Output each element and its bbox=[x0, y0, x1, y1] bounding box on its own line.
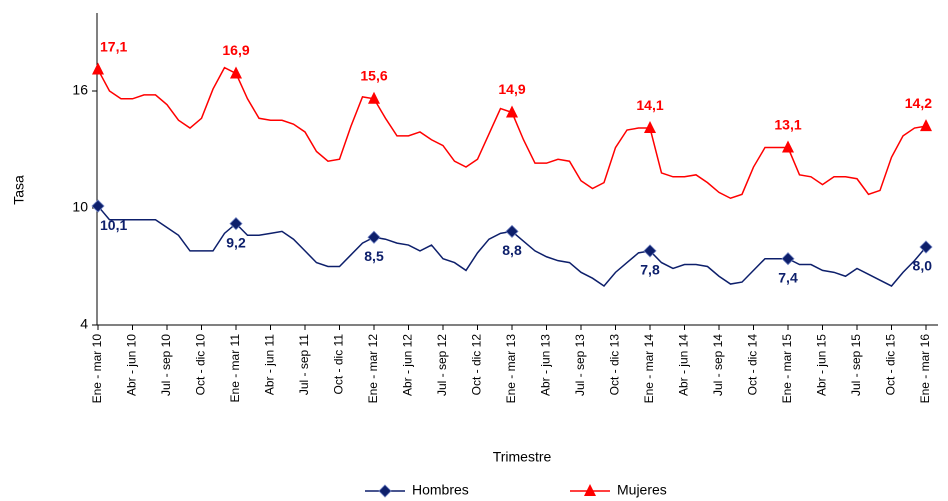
marker bbox=[584, 484, 596, 496]
marker bbox=[378, 484, 392, 498]
x-tick-label: Ene - mar 14 bbox=[642, 334, 656, 404]
marker bbox=[229, 217, 243, 231]
x-tick-label: Abr - jun 15 bbox=[815, 334, 829, 396]
x-tick-label: Oct - dic 12 bbox=[470, 334, 484, 396]
x-tick-label: Abr - jun 14 bbox=[677, 334, 691, 396]
y-tick-label: 10 bbox=[72, 199, 88, 215]
y-tick-label: 4 bbox=[80, 316, 88, 332]
data-label: 7,4 bbox=[778, 269, 798, 285]
x-tick-label: Ene - mar 10 bbox=[90, 334, 104, 404]
x-tick-label: Jul - sep 13 bbox=[573, 334, 587, 396]
data-label: 16,9 bbox=[222, 42, 249, 58]
x-tick-label: Oct - dic 10 bbox=[194, 334, 208, 396]
legend-label: Mujeres bbox=[617, 482, 667, 498]
x-tick-label: Oct - dic 13 bbox=[608, 334, 622, 396]
marker bbox=[91, 199, 105, 213]
x-tick-label: Abr - jun 12 bbox=[401, 334, 415, 396]
marker bbox=[643, 244, 657, 258]
x-tick-label: Abr - jun 13 bbox=[539, 334, 553, 396]
data-label: 14,1 bbox=[636, 97, 663, 113]
x-tick-label: Abr - jun 11 bbox=[263, 334, 277, 395]
x-tick-label: Jul - sep 12 bbox=[435, 334, 449, 396]
marker bbox=[919, 240, 933, 254]
legend-label: Hombres bbox=[412, 482, 469, 498]
x-tick-label: Jul - sep 14 bbox=[711, 334, 725, 396]
data-label: 8,5 bbox=[364, 248, 384, 264]
data-label: 9,2 bbox=[226, 234, 246, 250]
x-axis-label: Trimestre bbox=[493, 449, 552, 465]
marker bbox=[368, 91, 380, 104]
marker bbox=[92, 62, 104, 75]
y-axis-label: Tasa bbox=[11, 175, 27, 205]
x-tick-label: Oct - dic 15 bbox=[884, 334, 898, 396]
marker bbox=[506, 105, 518, 118]
x-tick-label: Jul - sep 11 bbox=[297, 334, 311, 395]
x-tick-label: Ene - mar 16 bbox=[918, 334, 932, 404]
marker bbox=[367, 230, 381, 244]
x-tick-label: Ene - mar 15 bbox=[780, 334, 794, 404]
data-label: 15,6 bbox=[360, 68, 387, 84]
x-tick-label: Oct - dic 14 bbox=[746, 334, 760, 396]
marker bbox=[781, 252, 795, 266]
x-tick-label: Ene - mar 11 bbox=[228, 334, 242, 403]
x-tick-label: Ene - mar 13 bbox=[504, 334, 518, 404]
x-tick-label: Jul - sep 10 bbox=[159, 334, 173, 396]
marker bbox=[505, 224, 519, 238]
marker bbox=[230, 66, 242, 79]
data-label: 14,9 bbox=[498, 81, 525, 97]
x-tick-label: Oct - dic 11 bbox=[332, 334, 346, 395]
data-label: 8,0 bbox=[913, 258, 933, 274]
data-label: 13,1 bbox=[774, 116, 801, 132]
x-tick-label: Abr - jun 10 bbox=[125, 334, 139, 396]
data-label: 8,8 bbox=[502, 242, 522, 258]
y-tick-label: 16 bbox=[72, 82, 88, 98]
data-label: 17,1 bbox=[100, 38, 127, 54]
marker bbox=[920, 119, 932, 132]
x-tick-label: Ene - mar 12 bbox=[366, 334, 380, 404]
marker bbox=[644, 121, 656, 134]
x-tick-label: Jul - sep 15 bbox=[849, 334, 863, 396]
data-label: 14,2 bbox=[905, 95, 932, 111]
marker bbox=[782, 140, 794, 153]
data-label: 10,1 bbox=[100, 217, 127, 233]
data-label: 7,8 bbox=[640, 262, 660, 278]
